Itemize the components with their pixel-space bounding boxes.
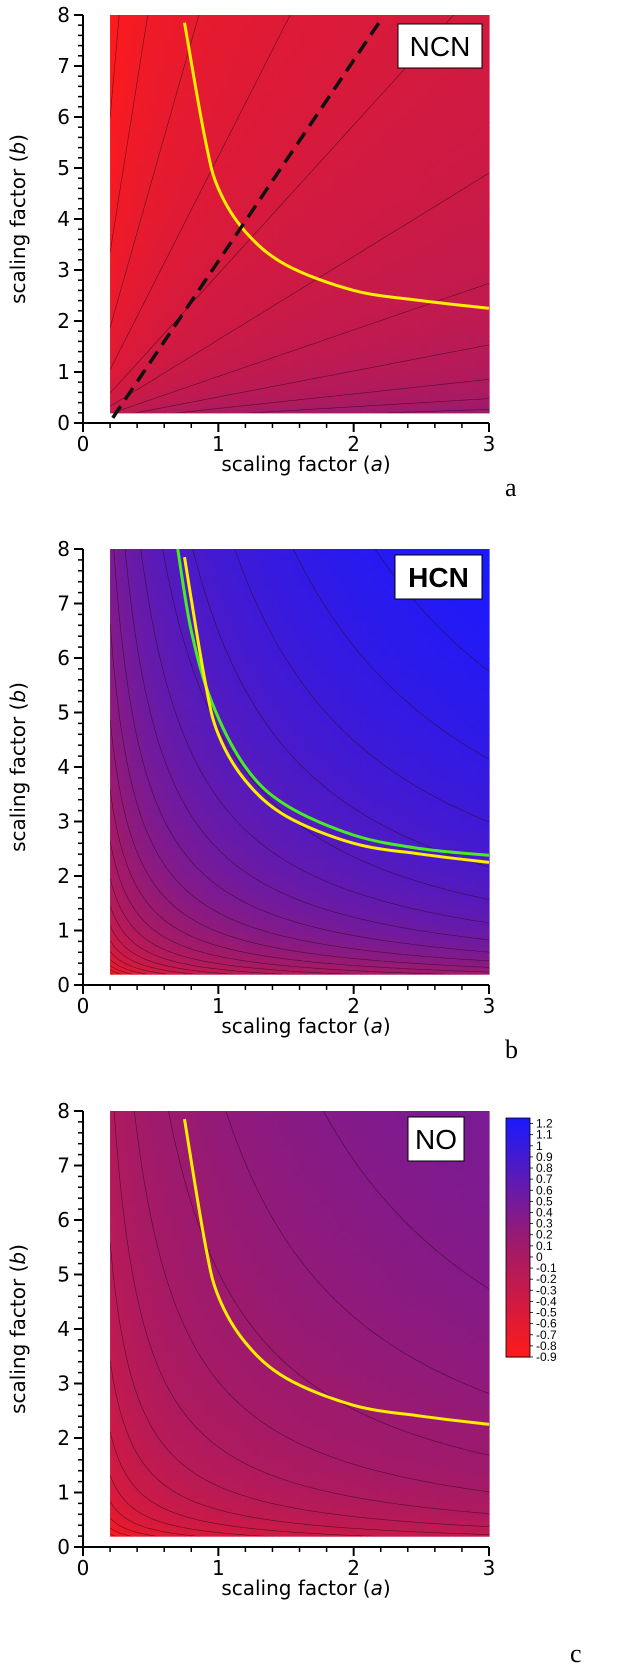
panel-a: 0 1 2 3 0 1 2 3 4 5 6 7 8 scaling factor (a) scaling f… bbox=[6, 3, 517, 502]
colorbar-label: 0.7 bbox=[536, 1172, 553, 1186]
colorbar-label: 0.6 bbox=[536, 1183, 553, 1197]
y-tick-label: 5 bbox=[57, 1263, 70, 1287]
y-tick-label: 1 bbox=[57, 919, 70, 943]
panel-letter: b bbox=[505, 1035, 518, 1064]
x-tick-label: 3 bbox=[483, 1556, 496, 1580]
colorbar-label: 0.3 bbox=[536, 1217, 553, 1231]
x-tick-label: 2 bbox=[347, 1556, 360, 1580]
y-axis-title: scaling factor (b) bbox=[6, 1244, 30, 1414]
y-axis-title: scaling factor (b) bbox=[6, 682, 30, 852]
y-axis-title: scaling factor (b) bbox=[6, 134, 30, 304]
colorbar-label: -0.1 bbox=[536, 1261, 557, 1275]
y-tick-label: 6 bbox=[57, 1208, 70, 1232]
x-axis-title: scaling factor (a) bbox=[221, 452, 390, 476]
colorbar-label: 0.9 bbox=[536, 1150, 553, 1164]
y-tick-label: 3 bbox=[57, 1372, 70, 1396]
y-tick-label: 6 bbox=[57, 105, 70, 129]
x-tick-label: 2 bbox=[347, 994, 360, 1018]
y-tick-label: 3 bbox=[57, 258, 70, 282]
colorbar-label: 0.5 bbox=[536, 1194, 553, 1208]
colorbar-label: -0.5 bbox=[536, 1306, 557, 1320]
colorbar-label: -0.7 bbox=[536, 1328, 557, 1342]
line-b-1 bbox=[183, 556, 490, 864]
y-tick-label: 5 bbox=[57, 701, 70, 725]
panel-letter: c bbox=[570, 1639, 582, 1668]
colorbar-label: -0.8 bbox=[536, 1339, 557, 1353]
panel-letter: a bbox=[505, 473, 517, 502]
colorbar-label: 0.2 bbox=[536, 1228, 553, 1242]
y-tick-label: 0 bbox=[57, 1535, 70, 1559]
y-tick-label: 3 bbox=[57, 810, 70, 834]
x-tick-label: 0 bbox=[77, 1556, 90, 1580]
contours-c bbox=[110, 1111, 489, 1537]
x-axis-title: scaling factor (a) bbox=[221, 1576, 390, 1600]
colorbar-label: -0.6 bbox=[536, 1317, 557, 1331]
y-tick-label: 0 bbox=[57, 973, 70, 997]
x-tick-label: 0 bbox=[77, 994, 90, 1018]
line-a-0 bbox=[183, 22, 490, 310]
molecule-label-box bbox=[397, 23, 483, 69]
x-tick-label: 3 bbox=[483, 432, 496, 456]
colorbar-label: 1.1 bbox=[536, 1128, 553, 1142]
molecule-label-box bbox=[407, 1116, 465, 1162]
molecule-label: NCN bbox=[410, 31, 471, 62]
x-tick-label: 2 bbox=[347, 432, 360, 456]
y-tick-label: 5 bbox=[57, 156, 70, 180]
y-tick-label: 2 bbox=[57, 309, 70, 333]
colorbar-label: -0.4 bbox=[536, 1294, 557, 1308]
colorbar-label: 0 bbox=[536, 1250, 543, 1264]
y-tick-label: 7 bbox=[57, 1154, 70, 1178]
panel-c: 0 1 2 3 0 1 2 3 4 5 6 7 8 scaling factor (a) scaling f… bbox=[6, 1099, 582, 1668]
line-b-0 bbox=[176, 548, 490, 857]
y-tick-label: 8 bbox=[57, 537, 70, 561]
y-tick-label: 0 bbox=[57, 411, 70, 435]
y-tick-label: 4 bbox=[57, 207, 70, 231]
y-tick-label: 7 bbox=[57, 592, 70, 616]
colorbar-label: -0.3 bbox=[536, 1283, 557, 1297]
line-c-0 bbox=[183, 1118, 490, 1426]
heatmap-b bbox=[110, 549, 490, 975]
y-tick-label: 1 bbox=[57, 1481, 70, 1505]
colorbar-label: -0.9 bbox=[536, 1350, 557, 1364]
colorbar-label: 0.8 bbox=[536, 1161, 553, 1175]
molecule-label-box bbox=[394, 554, 483, 600]
y-tick-label: 4 bbox=[57, 1317, 70, 1341]
x-axis-title: scaling factor (a) bbox=[221, 1014, 390, 1038]
colorbar-label: 1.2 bbox=[536, 1117, 553, 1131]
panel-b: 0 1 2 3 0 1 2 3 4 5 6 7 8 scaling factor (a) scaling f… bbox=[6, 537, 518, 1064]
y-tick-label: 4 bbox=[57, 755, 70, 779]
y-tick-label: 6 bbox=[57, 646, 70, 670]
x-tick-label: 1 bbox=[212, 1556, 225, 1580]
x-tick-label: 1 bbox=[212, 994, 225, 1018]
heatmap-a bbox=[110, 15, 490, 414]
molecule-label: NO bbox=[415, 1124, 457, 1155]
y-tick-label: 8 bbox=[57, 3, 70, 27]
colorbar-label: -0.2 bbox=[536, 1272, 557, 1286]
heatmap-c bbox=[110, 1111, 490, 1537]
x-tick-label: 3 bbox=[483, 994, 496, 1018]
line-a-1 bbox=[111, 19, 383, 419]
colorbar: 1.21.110.90.80.70.60.50.40.30.20.10-0.1-… bbox=[505, 1117, 557, 1364]
y-tick-label: 7 bbox=[57, 54, 70, 78]
y-tick-label: 1 bbox=[57, 360, 70, 384]
y-tick-label: 2 bbox=[57, 1426, 70, 1450]
colorbar-label: 0.4 bbox=[536, 1205, 553, 1219]
y-tick-label: 8 bbox=[57, 1099, 70, 1123]
x-tick-label: 1 bbox=[212, 432, 225, 456]
molecule-label: HCN bbox=[408, 562, 469, 593]
colorbar-label: 0.1 bbox=[536, 1239, 553, 1253]
colorbar-label: 1 bbox=[536, 1139, 543, 1153]
x-tick-label: 0 bbox=[77, 432, 90, 456]
y-tick-label: 2 bbox=[57, 864, 70, 888]
